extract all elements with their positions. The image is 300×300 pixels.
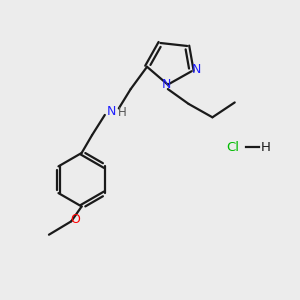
Text: N: N bbox=[191, 63, 201, 76]
Text: N: N bbox=[107, 105, 116, 118]
Text: H: H bbox=[118, 106, 127, 119]
Text: Cl: Cl bbox=[227, 140, 240, 154]
Text: N: N bbox=[162, 78, 171, 91]
Text: O: O bbox=[70, 213, 80, 226]
Text: H: H bbox=[261, 140, 271, 154]
